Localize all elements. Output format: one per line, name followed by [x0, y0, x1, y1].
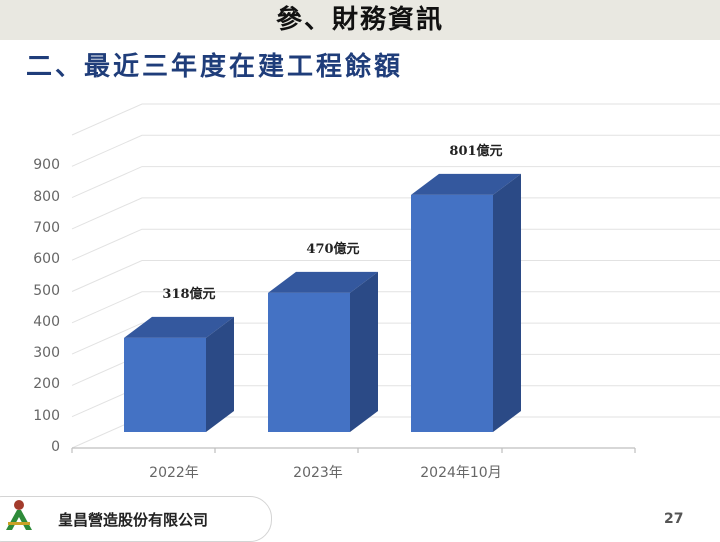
bar — [411, 173, 521, 432]
bar — [268, 271, 378, 432]
slide-section-title: 參、財務資訊 — [275, 5, 444, 35]
y-tick-label: 100 — [33, 407, 60, 424]
x-tick-label: 2023年 — [293, 465, 343, 481]
bar — [124, 316, 234, 432]
y-tick-label: 500 — [33, 282, 60, 299]
bar-data-label: 801億元 — [449, 143, 503, 159]
footer-company-name: 皇昌營造股份有限公司 — [58, 511, 209, 529]
slide-subtitle: 二、最近三年度在建工程餘額 — [26, 52, 404, 82]
bar-chart — [71, 103, 720, 453]
bar-data-label: 470億元 — [306, 241, 360, 257]
page-number: 27 — [664, 511, 684, 527]
chart-gridlines — [71, 103, 720, 449]
y-tick-label: 300 — [33, 345, 60, 362]
chart-bars — [124, 173, 521, 432]
y-tick-label: 400 — [33, 313, 60, 330]
bar-data-label: 318億元 — [162, 286, 216, 302]
x-tick-label: 2024年10月 — [420, 465, 502, 481]
x-axis — [71, 447, 636, 453]
y-tick-label: 600 — [33, 251, 60, 268]
y-tick-label: 900 — [33, 157, 60, 174]
y-tick-label: 700 — [33, 219, 60, 236]
y-tick-label: 0 — [51, 439, 60, 455]
company-logo-icon — [6, 500, 32, 530]
header-band — [0, 0, 720, 40]
y-tick-label: 200 — [33, 376, 60, 393]
x-tick-label: 2022年 — [149, 465, 199, 481]
y-tick-label: 800 — [33, 188, 60, 205]
